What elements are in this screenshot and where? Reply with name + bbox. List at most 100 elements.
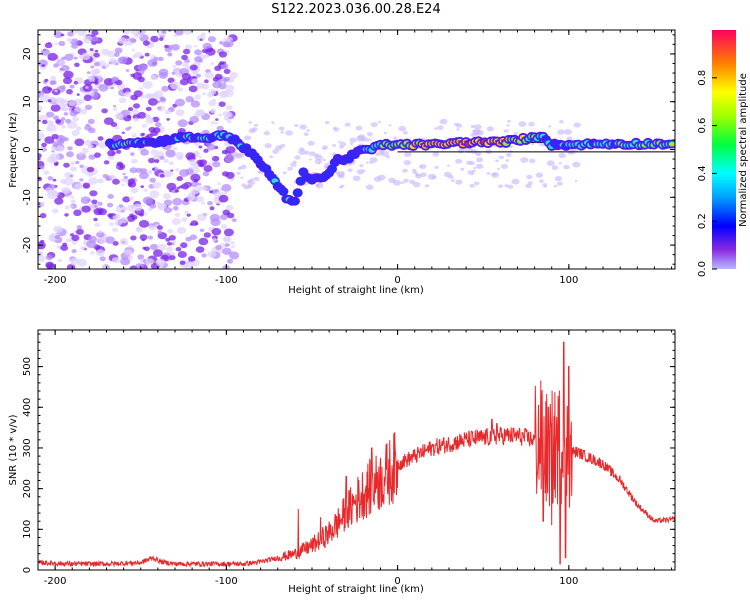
noise-dot [201,83,210,90]
noise-dot [142,196,153,205]
noise-dot [134,51,143,58]
noise-dot [95,249,105,257]
noise-dot [168,235,176,241]
noise-dot [172,64,177,68]
noise-dot [125,69,130,72]
noise-dot [175,168,180,172]
noise-dot [148,224,156,231]
noise-dot [150,75,157,81]
noise-dot [50,153,60,161]
noise-dot [159,155,165,160]
noise-dot [39,201,45,206]
noise-dot [492,172,497,176]
noise-dot [282,171,287,175]
noise-dot [122,172,126,176]
noise-dot [220,81,225,84]
noise-dot [299,147,305,152]
noise-dot [161,85,169,92]
noise-dot [220,63,229,70]
noise-dot [253,176,260,182]
noise-dot [212,76,219,82]
noise-dot [528,121,535,127]
noise-dot [139,87,144,90]
noise-dot [90,251,95,255]
noise-dot [174,189,179,193]
noise-dot [171,218,182,225]
noise-dot [157,106,162,110]
noise-dot [127,178,136,185]
noise-dot [85,86,89,89]
noise-dot [507,119,511,123]
noise-dot [198,155,203,159]
noise-dot [539,179,544,183]
noise-dot [221,184,232,192]
noise-dot [181,217,188,222]
noise-dot [299,124,307,130]
noise-dot [203,148,209,153]
noise-dot [149,177,156,183]
noise-dot [52,178,57,182]
noise-dot [39,213,47,219]
noise-dot [93,217,98,222]
noise-dot [78,152,84,156]
noise-dot [196,213,207,222]
noise-dot [86,171,94,177]
noise-dot [59,137,64,141]
noise-dot [199,38,203,41]
noise-dot [169,255,176,261]
noise-dot [97,60,106,68]
spectrogram-ridge-layer [104,129,675,206]
noise-dot [177,119,188,128]
noise-dot [125,127,131,131]
noise-dot [191,99,195,102]
noise-dot [237,152,245,158]
noise-dot [222,247,232,255]
noise-dot [503,129,509,133]
noise-dot [39,94,50,103]
noise-dot [126,115,132,119]
y-tick-label: 300 [22,438,33,457]
noise-dot [67,146,73,151]
noise-dot [554,176,563,182]
noise-dot [204,79,209,84]
x-tick-label: -100 [215,275,238,286]
ridge-core [294,190,302,196]
noise-dot [142,81,153,89]
noise-dot [75,160,80,165]
y-tick-label: 400 [22,398,33,417]
noise-dot [380,150,389,157]
noise-dot [201,201,206,205]
noise-dot [237,166,243,170]
noise-dot [135,167,143,173]
noise-dot [107,149,116,157]
noise-dot [45,187,52,193]
noise-dot [535,172,544,178]
noise-dot [87,118,95,125]
noise-dot [47,87,53,91]
noise-dot [176,155,184,161]
noise-dot [557,181,563,186]
noise-dot [211,155,220,162]
noise-dot [131,108,139,115]
noise-dot [104,63,110,68]
noise-dot [171,44,180,51]
noise-dot [201,92,206,96]
noise-dot [184,210,189,215]
noise-dot [51,80,57,85]
noise-dot [404,151,412,157]
y-tick-label: 20 [22,48,33,61]
noise-dot [172,240,177,243]
noise-dot [314,158,323,165]
noise-dot [124,91,132,98]
noise-dot [456,128,460,131]
noise-dot [189,116,199,124]
noise-dot [186,213,191,217]
noise-dot [38,153,42,159]
noise-dot [60,33,65,37]
noise-dot [139,234,148,241]
noise-dot [150,35,159,43]
noise-dot [133,117,139,122]
noise-dot [225,171,235,179]
noise-dot [180,242,188,249]
noise-dot [339,141,347,147]
